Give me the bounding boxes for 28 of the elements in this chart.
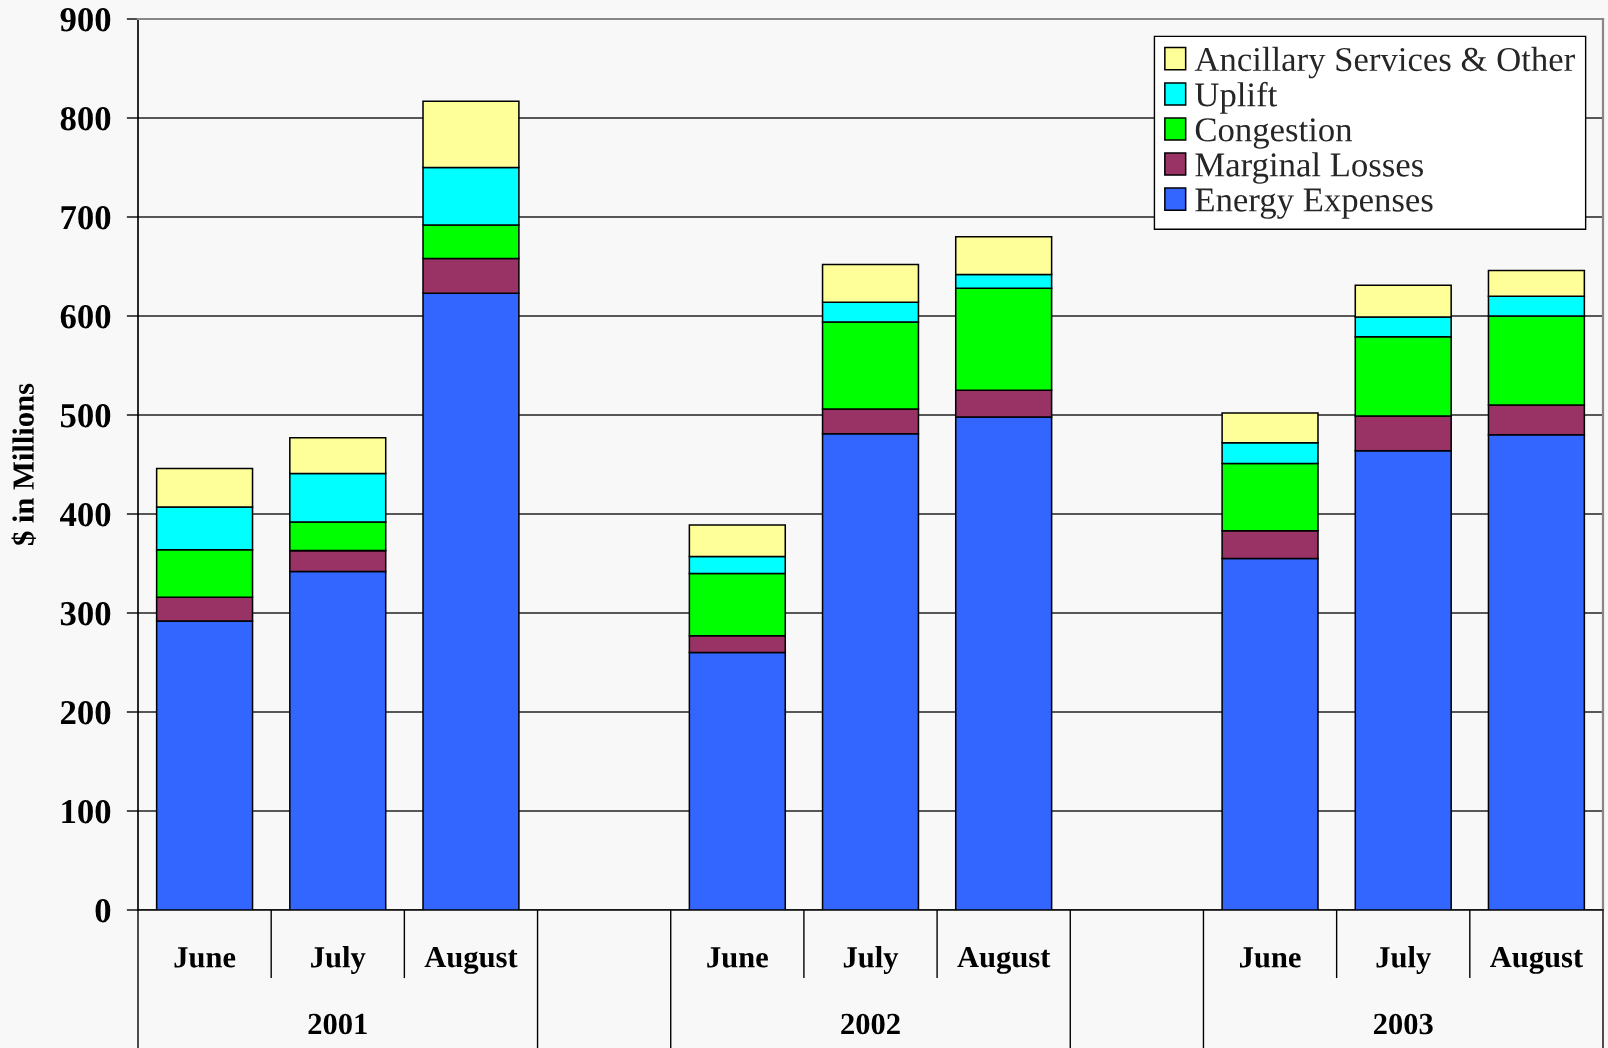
y-tick-label: 500 — [60, 403, 111, 428]
x-tick-label: August — [957, 946, 1051, 974]
y-tick-label: 300 — [60, 601, 111, 626]
y-tick-label: 0 — [95, 898, 111, 923]
y-tick-label: 400 — [60, 502, 111, 527]
x-tick-label: July — [843, 946, 899, 974]
x-tick-label: July — [311, 946, 366, 974]
x-tick-label: June — [707, 947, 768, 968]
legend-label: Energy Expenses — [1195, 188, 1433, 219]
y-tick-label: 900 — [60, 7, 111, 32]
y-tick-label: 800 — [60, 106, 111, 131]
legend-label: Marginal Losses — [1195, 152, 1423, 184]
x-tick-label: July — [1376, 946, 1431, 974]
x-tick-label: June — [174, 947, 236, 968]
legend-label: Ancillary Services & Other — [1194, 46, 1575, 79]
y-axis-title: $ in Millions — [11, 383, 36, 545]
x-tick-label: June — [1239, 947, 1301, 968]
text: 2003 — [1373, 1013, 1433, 1035]
x-tick-label: August — [1490, 946, 1583, 974]
legend-label: Congestion — [1195, 118, 1353, 149]
text: 2001 — [308, 1013, 367, 1035]
y-tick-label: 100 — [62, 799, 111, 824]
legend-label: Uplift — [1195, 81, 1278, 114]
y-tick-label: 200 — [60, 700, 111, 725]
y-tick-label: 700 — [61, 205, 111, 230]
y-tick-label: 600 — [60, 304, 111, 329]
text: 2002 — [841, 1013, 900, 1035]
x-tick-label: August — [424, 946, 518, 974]
